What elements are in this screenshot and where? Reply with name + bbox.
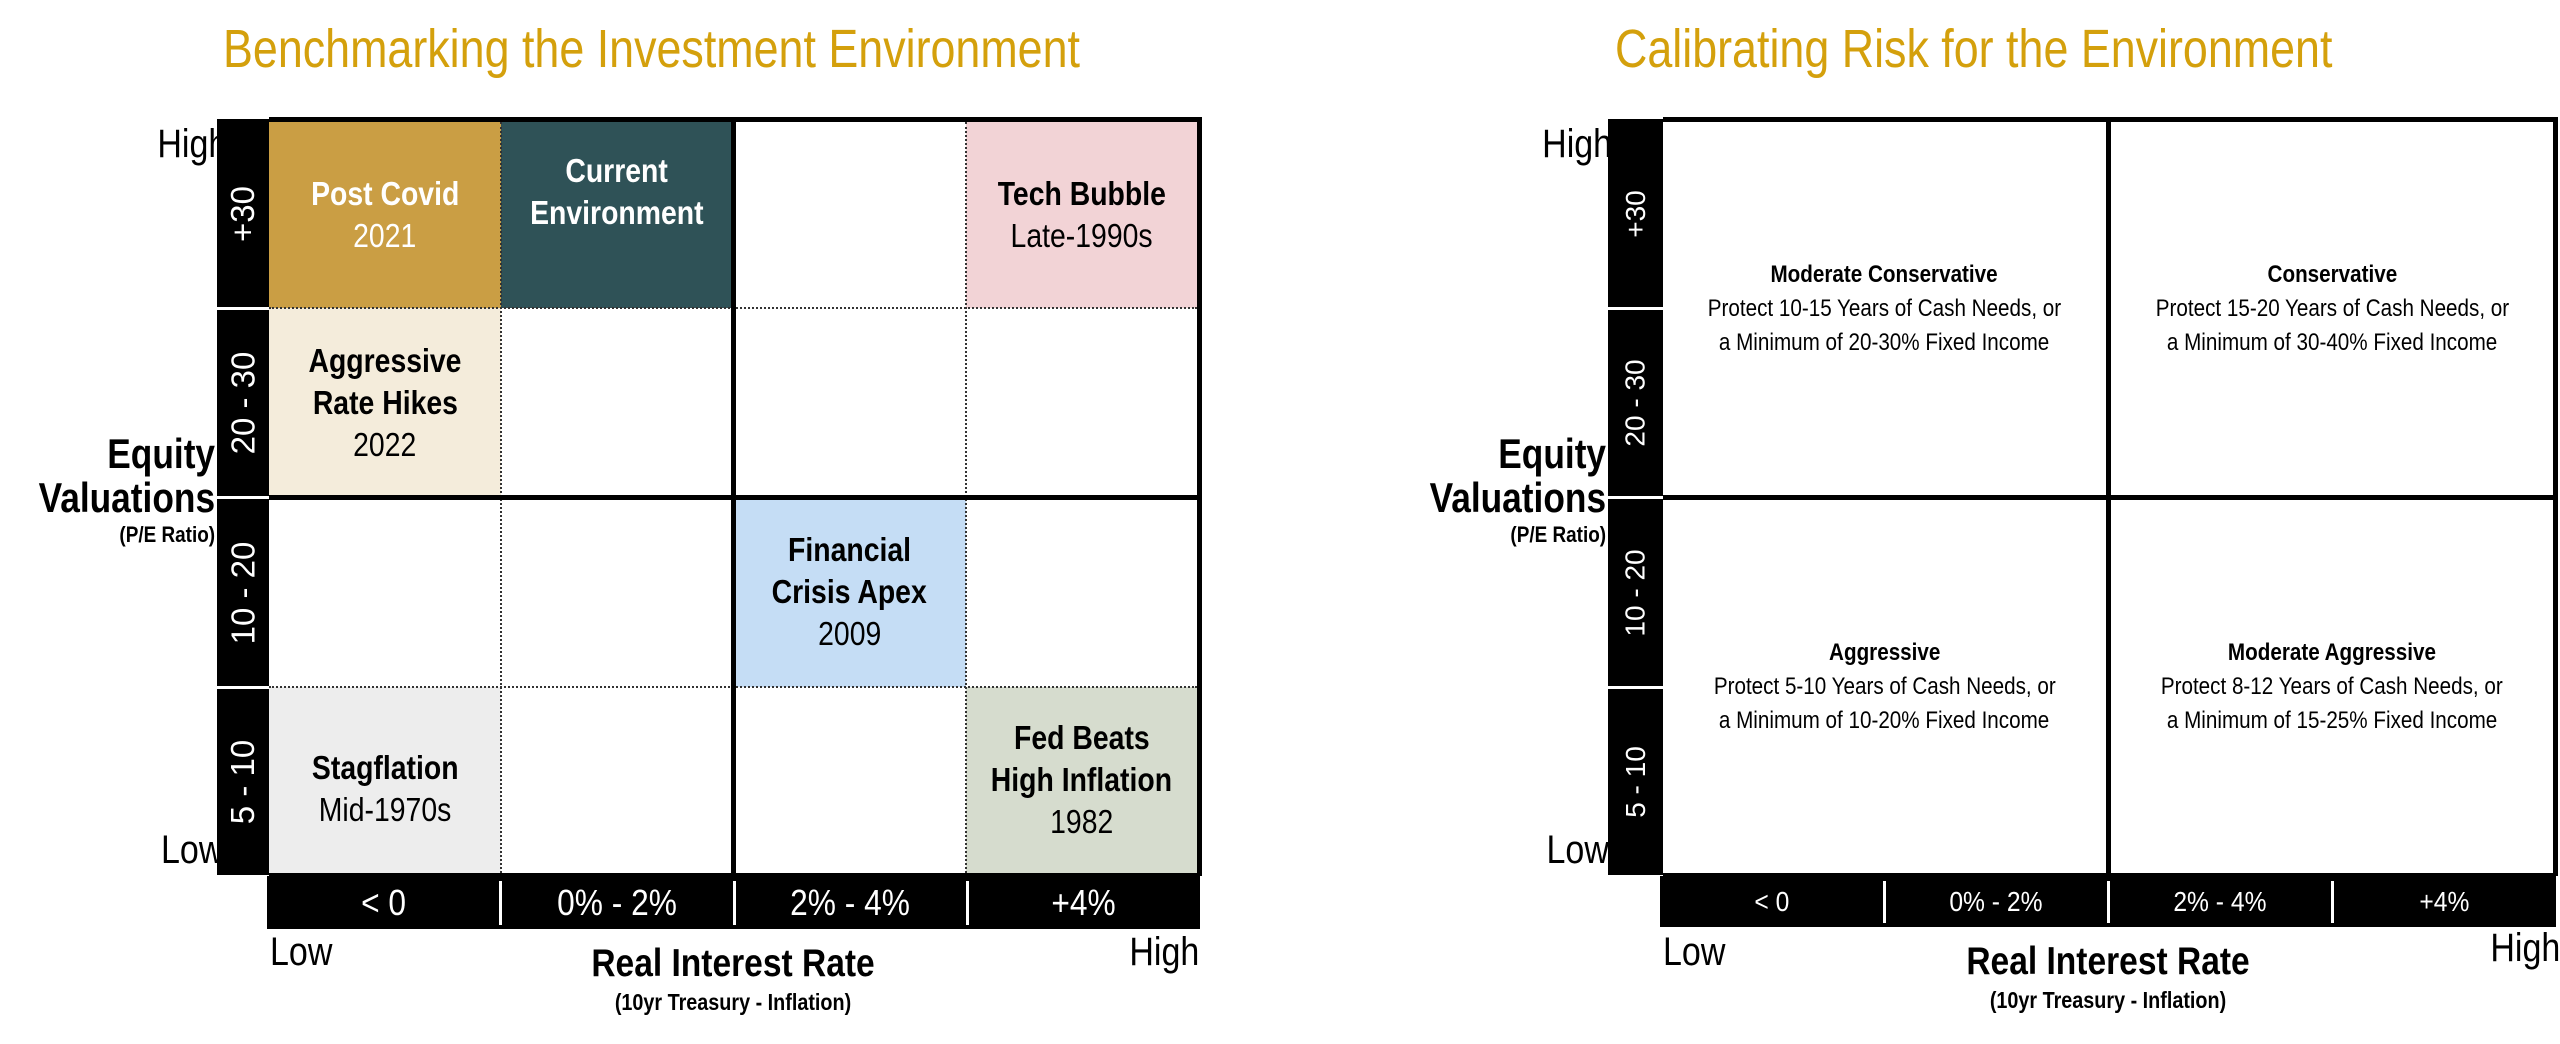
x-axis-band: < 0 0% - 2% 2% - 4% +4% [1660, 876, 2556, 927]
y-band-divider [1608, 686, 1663, 689]
x-band-4-plus: +4% [2331, 876, 2556, 927]
y-axis-low-label: Low [161, 828, 224, 872]
quadrant-aggressive: Aggressive Protect 5-10 Years of Cash Ne… [1713, 638, 2056, 734]
x-axis-low-label: Low [270, 930, 333, 974]
cell-financial-crisis-apex: Financial Crisis Apex 2009 [733, 497, 966, 687]
y-band-5-10: 5 - 10 [1619, 745, 1651, 818]
y-axis-high-label: High [1542, 122, 1613, 166]
x-band-2-4: 2% - 4% [732, 876, 967, 929]
quadrant-moderate-aggressive: Moderate Aggressive Protect 8-12 Years o… [2161, 638, 2503, 734]
calibrating-title: Calibrating Risk for the Environment [1615, 19, 2333, 79]
y-band-20-30: 20 - 30 [1619, 359, 1651, 447]
x-band-below-zero: < 0 [361, 881, 407, 923]
y-band-30-plus: +30 [1619, 189, 1651, 238]
y-axis-low-label: Low [1546, 828, 1609, 872]
x-band-0-2: 0% - 2% [499, 876, 733, 929]
y-axis-band: +30 20 - 30 10 - 20 5 - 10 [1608, 119, 1663, 875]
cell-stagflation: Stagflation Mid-1970s [269, 687, 501, 873]
y-axis-high-label: High [157, 122, 228, 166]
y-band-30-plus: +30 [224, 185, 262, 242]
y-band-5-10: 5 - 10 [224, 739, 262, 824]
y-axis-title: Equity Valuations (P/E Ratio) [1429, 430, 1606, 548]
x-axis-high-label: High [2490, 926, 2560, 970]
y-band-divider [217, 307, 269, 310]
benchmarking-title: Benchmarking the Investment Environment [223, 19, 1080, 79]
y-band-20-30: 20 - 30 [224, 351, 261, 455]
y-band-divider [217, 686, 269, 689]
y-axis-title-line1: Equity [107, 430, 215, 477]
x-axis-low-label: Low [1663, 930, 1726, 974]
cell-tech-bubble: Tech Bubble Late-1990s [966, 122, 1197, 308]
x-band-0-2: 0% - 2% [1883, 876, 2108, 927]
quadrant-conservative: Conservative Protect 15-20 Years of Cash… [2155, 260, 2509, 356]
quadrant-moderate-conservative: Moderate Conservative Protect 10-15 Year… [1707, 260, 2062, 356]
y-band-10-20: 10 - 20 [1619, 548, 1651, 637]
grid-quadrant-divider [269, 495, 1197, 500]
y-band-10-20: 10 - 20 [224, 541, 261, 644]
x-band-2-4: 2% - 4% [2107, 876, 2332, 927]
grid-quadrant-divider [1663, 495, 2553, 500]
y-axis-title-line2: Valuations [38, 474, 215, 521]
cell-post-covid: Post Covid 2021 [269, 122, 501, 308]
y-band-divider [217, 496, 269, 499]
y-axis-subtitle: (P/E Ratio) [119, 522, 215, 547]
y-band-divider [1608, 307, 1663, 310]
cell-fed-beats-high-inflation: Fed Beats High Inflation 1982 [966, 687, 1197, 873]
x-band-below-zero: < 0 [1754, 885, 1790, 917]
cell-aggressive-rate-hikes: Aggressive Rate Hikes 2022 [269, 308, 501, 497]
y-axis-title: Equity Valuations (P/E Ratio) [5, 432, 215, 550]
x-axis-high-label: High [1129, 930, 1200, 974]
x-axis-band: < 0 0% - 2% 2% - 4% +4% [267, 876, 1200, 929]
y-axis-band: +30 20 - 30 10 - 20 5 - 10 [217, 119, 269, 875]
x-axis-title: Real Interest Rate (10yr Treasury - Infl… [1966, 940, 2250, 1013]
x-band-4-plus: +4% [965, 876, 1200, 929]
x-axis-title: Real Interest Rate (10yr Treasury - Infl… [591, 942, 875, 1015]
cell-current-environment: Current Environment [501, 122, 733, 308]
y-band-divider [1608, 496, 1663, 499]
